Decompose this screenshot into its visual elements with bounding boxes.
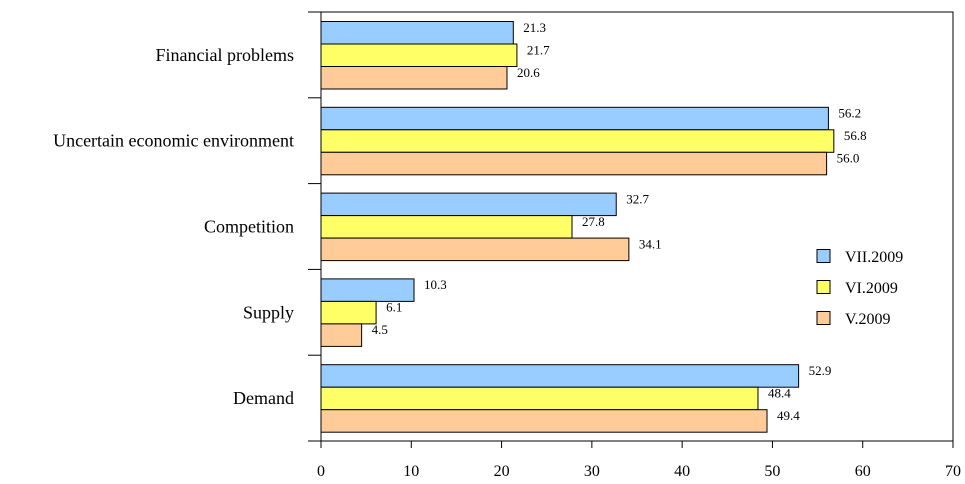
bar-v-2009-demand [320,409,768,433]
category-label-competition: Competition [204,217,294,237]
x-tick-label-0: 0 [317,463,325,480]
legend-swatch-vi-2009 [816,280,831,294]
data-label-vi-2009-demand: 48.4 [768,385,791,400]
bar-v-2009-competition [320,237,630,262]
legend-label-vii-2009: VII.2009 [845,249,903,266]
bar-vii-2009-competition [320,192,617,217]
labels-layer: Financial problems 21.3 21.7 20.6 Uncertain … [53,20,961,480]
x-tick-label-50: 50 [764,463,780,480]
data-label-v-2009-financial-problems: 20.6 [517,65,540,80]
data-label-vi-2009-financial-problems: 21.7 [527,42,550,57]
bar-vii-2009-uncertain-economic-environment [320,106,829,131]
data-label-vii-2009-demand: 52.9 [809,363,832,378]
data-label-vii-2009-uncertain-economic-environment: 56.2 [838,106,861,121]
category-label-demand: Demand [233,388,294,408]
x-tick-label-60: 60 [855,463,871,480]
legend-label-v-2009: V.2009 [845,311,891,328]
bar-vi-2009-financial-problems [320,43,518,67]
x-tick-label-30: 30 [584,463,600,480]
data-label-v-2009-demand: 49.4 [777,408,800,423]
data-label-v-2009-uncertain-economic-environment: 56.0 [837,151,860,166]
bar-v-2009-financial-problems [320,66,508,90]
data-label-v-2009-supply: 4.5 [372,322,388,337]
x-tick-label-20: 20 [494,463,510,480]
data-label-vi-2009-uncertain-economic-environment: 56.8 [844,128,867,143]
x-tick-label-70: 70 [945,463,961,480]
category-label-financial-problems: Financial problems [156,45,294,65]
data-label-vi-2009-supply: 6.1 [386,300,402,315]
bar-vii-2009-financial-problems [320,21,514,45]
axes-layer [308,11,954,448]
data-label-vii-2009-competition: 32.7 [626,191,649,206]
legend-label-vi-2009: VI.2009 [845,280,898,297]
bars-layer [320,21,835,433]
bar-vi-2009-competition [320,215,573,239]
legend-swatch-vii-2009 [816,249,831,263]
bar-vi-2009-demand [320,386,759,411]
bar-vi-2009-uncertain-economic-environment [320,129,835,153]
x-tick-label-10: 10 [403,463,419,480]
data-label-v-2009-competition: 34.1 [639,236,662,251]
bar-vi-2009-supply [320,300,377,325]
data-label-vii-2009-financial-problems: 21.3 [523,20,546,35]
bar-v-2009-supply [320,323,363,347]
data-label-vi-2009-competition: 27.8 [582,214,605,229]
category-label-supply: Supply [243,302,294,322]
bar-v-2009-uncertain-economic-environment [320,151,828,176]
legend-swatch-v-2009 [816,311,831,325]
bar-vii-2009-supply [320,278,415,302]
legend: VII.2009 VI.2009 V.2009 [816,249,903,328]
category-label-uncertain-economic-environment: Uncertain economic environment [53,131,294,151]
data-label-vii-2009-supply: 10.3 [424,277,447,292]
bar-vii-2009-demand [320,364,800,388]
x-tick-label-40: 40 [674,463,690,480]
